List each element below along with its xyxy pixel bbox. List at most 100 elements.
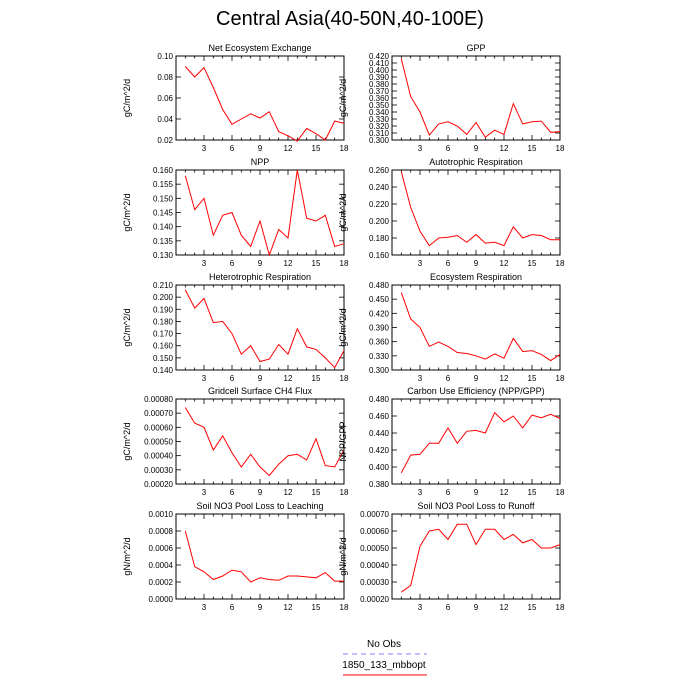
panel-1-ylabel: gC/m^2/d xyxy=(122,79,132,117)
panel-9-ytick-label: 0.0000 xyxy=(149,595,174,604)
panel-5-xtick-label: 3 xyxy=(202,374,207,383)
panel-7-xtick-label: 9 xyxy=(258,488,263,497)
panel-4-title: Autotrophic Respiration xyxy=(429,157,523,167)
panel-1-ytick-label: 0.08 xyxy=(157,73,173,82)
panel-3-xtick-label: 3 xyxy=(202,259,207,268)
panel-9-xtick-label: 12 xyxy=(284,603,293,612)
panel-5-ytick-label: 0.140 xyxy=(153,366,174,375)
panel-6-ytick-label: 0.390 xyxy=(369,324,390,333)
panel-7-ytick-label: 0.00080 xyxy=(144,395,173,404)
panel-2-ytick-label: 0.310 xyxy=(369,129,390,138)
panel-9-title: Soil NO3 Pool Loss to Leaching xyxy=(196,501,323,511)
panel-10-xtick-label: 6 xyxy=(446,603,451,612)
panel-6-ytick-label: 0.330 xyxy=(369,352,390,361)
panel-10-xtick-label: 3 xyxy=(418,603,423,612)
panel-9-xtick-label: 6 xyxy=(230,603,235,612)
panel-1-ytick-label: 0.10 xyxy=(157,52,173,61)
panel-2-xtick-label: 9 xyxy=(474,144,479,153)
panel-9-ytick-label: 0.0008 xyxy=(149,527,174,536)
panel-1-xtick-label: 9 xyxy=(258,144,263,153)
panel-5-xtick-label: 6 xyxy=(230,374,235,383)
panel-10-ytick-label: 0.00020 xyxy=(360,595,389,604)
panel-6-xtick-label: 6 xyxy=(446,374,451,383)
panel-10-ytick-label: 0.00030 xyxy=(360,578,389,587)
panel-9-ytick-label: 0.0004 xyxy=(149,561,174,570)
panel-6-xtick-label: 18 xyxy=(556,374,565,383)
panel-4-xtick-label: 15 xyxy=(528,259,537,268)
panel-10-xtick-label: 9 xyxy=(474,603,479,612)
panel-10-xtick-label: 18 xyxy=(556,603,565,612)
panel-9-frame xyxy=(175,513,345,600)
panel-2-ytick-label: 0.330 xyxy=(369,115,390,124)
panel-2-xtick-label: 12 xyxy=(500,144,509,153)
panel-10-series-line xyxy=(401,523,561,593)
panel-7-xtick-label: 6 xyxy=(230,488,235,497)
panel-7-ytick-label: 0.00040 xyxy=(144,452,173,461)
panel-2-ytick-label: 0.370 xyxy=(369,87,390,96)
panel-9-series-line xyxy=(184,530,344,583)
panel-4-ytick-label: 0.160 xyxy=(369,251,390,260)
panel-5-ytick-label: 0.150 xyxy=(153,354,174,363)
panel-2-title: GPP xyxy=(466,43,485,53)
panel-4-series-line xyxy=(400,171,560,247)
panel-8-xtick-label: 18 xyxy=(556,488,565,497)
panel-8-title: Carbon Use Efficiency (NPP/GPP) xyxy=(407,386,544,396)
panel-6-xtick-label: 3 xyxy=(418,374,423,383)
panel-1-xtick-label: 3 xyxy=(202,144,207,153)
panel-1-ytick-label: 0.06 xyxy=(157,94,173,103)
panel-4-ytick-label: 0.240 xyxy=(369,183,390,192)
panel-2-series-line xyxy=(400,58,561,138)
panel-5-ytick-label: 0.160 xyxy=(153,342,174,351)
panel-5-xtick-label: 12 xyxy=(284,374,293,383)
panel-10-title: Soil NO3 Pool Loss to Runoff xyxy=(418,501,535,511)
panel-4-ytick-label: 0.180 xyxy=(369,234,390,243)
panel-8-xtick-label: 3 xyxy=(418,488,423,497)
panel-2-ytick-label: 0.380 xyxy=(369,80,390,89)
panel-2-xtick-label: 6 xyxy=(446,144,451,153)
panel-9-xtick-label: 18 xyxy=(340,603,349,612)
panel-5-ylabel: gC/m^2/d xyxy=(122,308,132,346)
panel-8-xtick-label: 12 xyxy=(500,488,509,497)
panel-6-series-line xyxy=(400,292,561,362)
panel-2-ytick-label: 0.410 xyxy=(369,59,390,68)
panel-7-ytick-label: 0.00050 xyxy=(144,438,173,447)
panel-5-xtick-label: 9 xyxy=(258,374,263,383)
panel-9-ytick-label: 0.0010 xyxy=(149,510,174,519)
panel-8-ylabel: NPP/GPP xyxy=(338,421,348,461)
figure-title: Central Asia(40-50N,40-100E) xyxy=(216,8,484,30)
panel-5-xtick-label: 18 xyxy=(340,374,349,383)
panel-6-xtick-label: 15 xyxy=(528,374,537,383)
panel-4-xtick-label: 12 xyxy=(500,259,509,268)
panel-2-ytick-label: 0.400 xyxy=(369,66,390,75)
panel-9-ytick-label: 0.0002 xyxy=(149,578,174,587)
panel-7-xtick-label: 3 xyxy=(202,488,207,497)
panel-10-ytick-label: 0.00070 xyxy=(360,510,389,519)
panel-3-ytick-label: 0.130 xyxy=(153,251,174,260)
panel-4-ytick-label: 0.220 xyxy=(369,200,390,209)
panel-1-xtick-label: 18 xyxy=(340,144,349,153)
panel-4-xtick-label: 6 xyxy=(446,259,451,268)
panel-5-ytick-label: 0.210 xyxy=(153,281,174,290)
panel-4-frame xyxy=(391,169,561,256)
panel-2-ytick-label: 0.420 xyxy=(369,52,390,61)
panel-2-ylabel: gC/m^2/d xyxy=(338,79,348,117)
panel-3-ytick-label: 0.140 xyxy=(153,223,174,232)
panel-4-xtick-label: 18 xyxy=(556,259,565,268)
panel-4-xtick-label: 9 xyxy=(474,259,479,268)
panel-8-ytick-label: 0.480 xyxy=(369,395,390,404)
panel-6-frame xyxy=(391,284,561,371)
panel-3-ytick-label: 0.160 xyxy=(153,166,174,175)
panel-8-frame xyxy=(391,398,561,485)
panel-9-ytick-label: 0.0006 xyxy=(149,544,174,553)
panel-4-ytick-label: 0.260 xyxy=(369,166,390,175)
panel-10-ytick-label: 0.00050 xyxy=(360,544,389,553)
panel-6-ytick-label: 0.420 xyxy=(369,309,390,318)
panel-3-ytick-label: 0.135 xyxy=(153,237,174,246)
panel-7-ytick-label: 0.00020 xyxy=(144,480,173,489)
panel-10-ytick-label: 0.00060 xyxy=(360,527,389,536)
panel-4-ytick-label: 0.200 xyxy=(369,217,390,226)
panel-3-xtick-label: 6 xyxy=(230,259,235,268)
panel-7-xtick-label: 15 xyxy=(312,488,321,497)
panel-10-xtick-label: 15 xyxy=(528,603,537,612)
